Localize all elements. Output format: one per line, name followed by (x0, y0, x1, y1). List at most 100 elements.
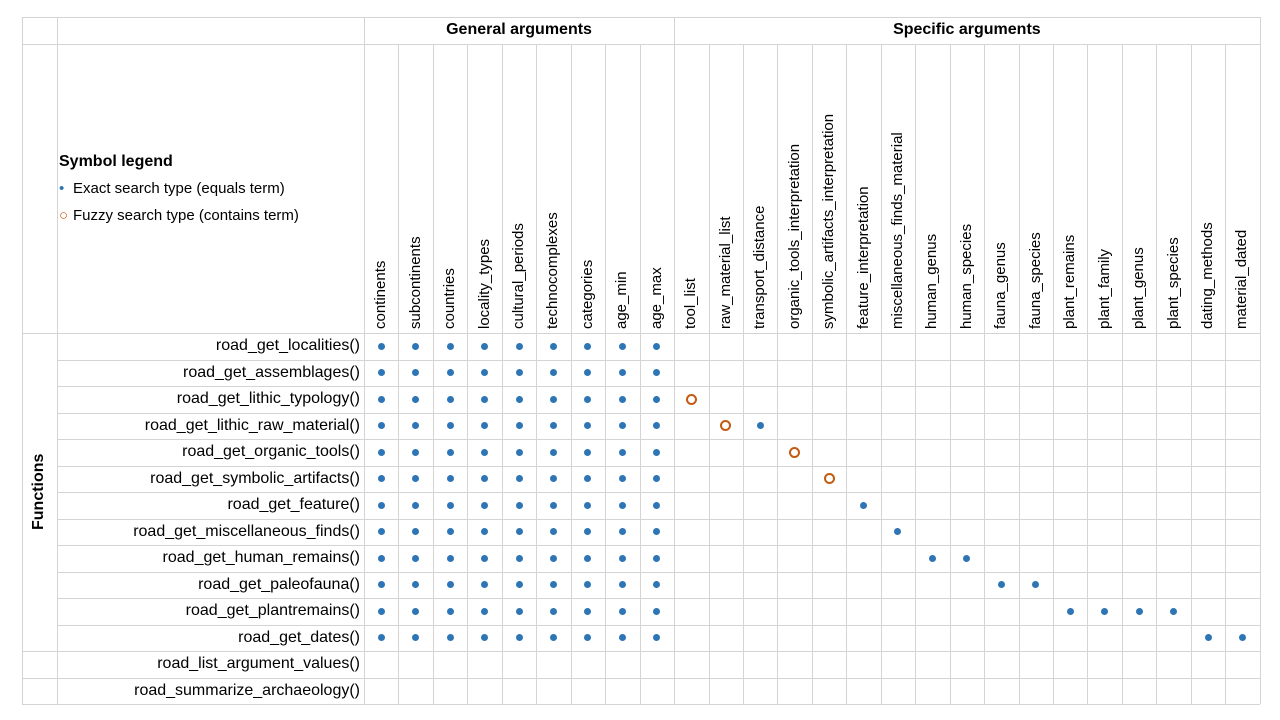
exact-dot-icon (516, 502, 523, 509)
grid-vline (536, 44, 537, 704)
exact-dot-icon (1101, 608, 1108, 615)
exact-dot-icon (447, 581, 454, 588)
exact-dot-icon (412, 475, 419, 482)
argument-label-miscellaneous-finds-material: miscellaneous_finds_material (889, 132, 906, 329)
argument-label-subcontinents: subcontinents (407, 236, 424, 329)
exact-dot-icon (584, 422, 591, 429)
exact-dot-icon (550, 343, 557, 350)
legend-exact-label: Exact search type (equals term) (73, 180, 285, 197)
exact-dot-icon (516, 475, 523, 482)
argument-label-continents: continents (372, 260, 389, 329)
exact-dot-icon (584, 475, 591, 482)
exact-dot-icon (619, 634, 626, 641)
exact-dot-icon (378, 343, 385, 350)
exact-dot-icon (894, 528, 901, 535)
exact-dot-icon (653, 555, 660, 562)
exact-dot-icon (516, 608, 523, 615)
exact-dot-icon (619, 608, 626, 615)
legend-title: Symbol legend (59, 153, 173, 170)
argument-label-age-min: age_min (613, 271, 630, 329)
exact-dot-icon (481, 581, 488, 588)
exact-dot-icon (584, 634, 591, 641)
exact-dot-icon (619, 343, 626, 350)
exact-dot-icon (584, 369, 591, 376)
exact-dot-icon (653, 528, 660, 535)
exact-dot-icon (447, 502, 454, 509)
exact-dot-icon (378, 396, 385, 403)
argument-label-human-genus: human_genus (923, 233, 940, 329)
grid-vline (433, 44, 434, 704)
fuzzy-ring-icon: ○ (59, 207, 69, 224)
exact-dot-icon (584, 502, 591, 509)
grid-vline (1156, 44, 1157, 704)
functions-row-title: Functions (30, 453, 47, 530)
exact-dot-icon (412, 634, 419, 641)
exact-dot-icon (412, 369, 419, 376)
function-label: road_get_human_remains() (162, 549, 360, 566)
function-label: road_get_organic_tools() (182, 443, 360, 460)
function-label: road_get_feature() (227, 496, 360, 513)
grid-vline (1087, 44, 1088, 704)
exact-dot-icon (619, 555, 626, 562)
exact-dot-icon (447, 555, 454, 562)
exact-dot-icon (516, 581, 523, 588)
grid-hline (57, 439, 1260, 440)
function-label: road_get_miscellaneous_finds() (133, 523, 360, 540)
exact-dot-icon (619, 422, 626, 429)
grid-vline (743, 44, 744, 704)
exact-dot-icon (516, 422, 523, 429)
grid-vline (1053, 44, 1054, 704)
exact-dot-icon (378, 422, 385, 429)
grid-vline (398, 44, 399, 704)
exact-dot-icon (584, 396, 591, 403)
exact-dot-icon (447, 449, 454, 456)
exact-dot-icon (1205, 634, 1212, 641)
exact-dot-icon (584, 581, 591, 588)
exact-dot-icon (481, 555, 488, 562)
exact-dot-icon (653, 396, 660, 403)
exact-dot-icon (584, 528, 591, 535)
exact-dot-icon (481, 343, 488, 350)
grid-hline (22, 704, 1260, 705)
exact-dot-icon (481, 449, 488, 456)
exact-dot-icon: • (59, 180, 65, 197)
grid-vline (467, 44, 468, 704)
exact-dot-icon (619, 502, 626, 509)
grid-vline (915, 44, 916, 704)
exact-dot-icon (619, 396, 626, 403)
exact-dot-icon (619, 581, 626, 588)
grid-vline (22, 17, 23, 704)
grid-vline (1122, 44, 1123, 704)
grid-vline (846, 44, 847, 704)
exact-dot-icon (584, 449, 591, 456)
exact-dot-icon (412, 343, 419, 350)
exact-dot-icon (481, 475, 488, 482)
argument-label-feature-interpretation: feature_interpretation (855, 186, 872, 329)
exact-dot-icon (447, 475, 454, 482)
argument-label-plant-species: plant_species (1165, 237, 1182, 329)
exact-dot-icon (653, 449, 660, 456)
exact-dot-icon (516, 449, 523, 456)
exact-dot-icon (550, 449, 557, 456)
exact-dot-icon (378, 608, 385, 615)
exact-dot-icon (447, 634, 454, 641)
exact-dot-icon (584, 608, 591, 615)
function-label: road_get_dates() (238, 629, 360, 646)
argument-label-fauna-species: fauna_species (1027, 232, 1044, 329)
function-label: road_get_assemblages() (183, 364, 360, 381)
exact-dot-icon (412, 581, 419, 588)
exact-dot-icon (929, 555, 936, 562)
exact-dot-icon (550, 369, 557, 376)
exact-dot-icon (516, 396, 523, 403)
exact-dot-icon (550, 528, 557, 535)
exact-dot-icon (378, 634, 385, 641)
exact-dot-icon (447, 608, 454, 615)
exact-dot-icon (481, 422, 488, 429)
argument-label-technocomplexes: technocomplexes (544, 212, 561, 329)
exact-dot-icon (481, 608, 488, 615)
fuzzy-ring-icon (720, 420, 731, 431)
exact-dot-icon (550, 475, 557, 482)
exact-dot-icon (447, 528, 454, 535)
exact-dot-icon (619, 475, 626, 482)
